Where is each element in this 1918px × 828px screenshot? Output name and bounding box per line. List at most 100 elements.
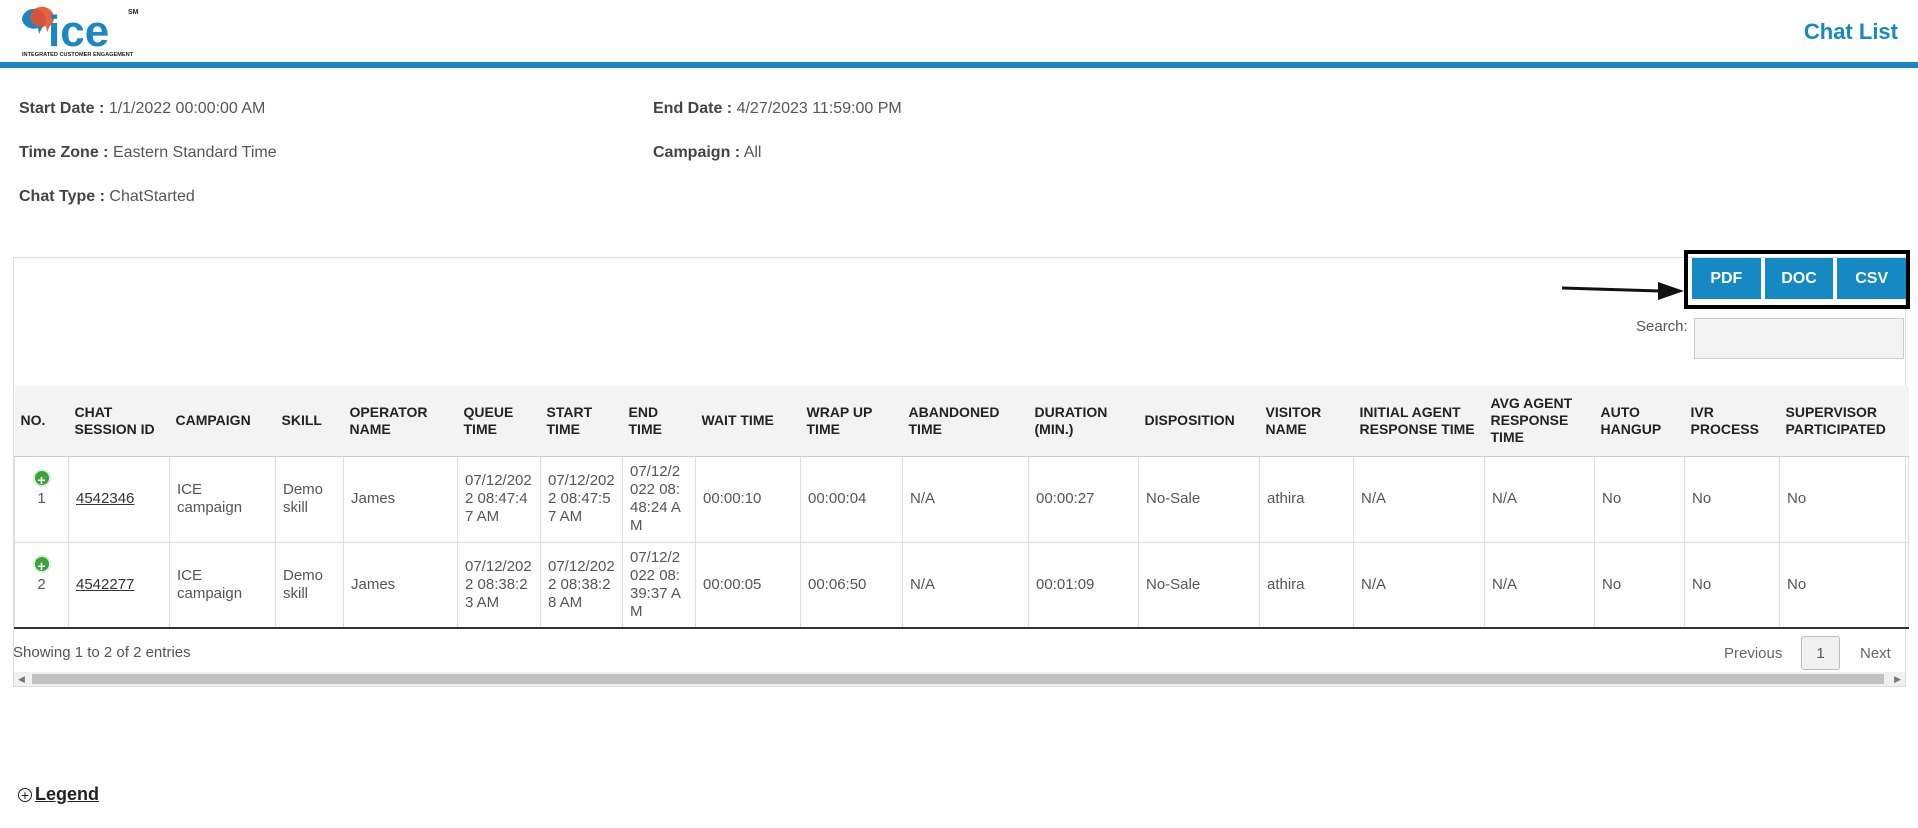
search-label: Search: (1636, 318, 1688, 335)
col-end-time[interactable]: END TIME (622, 386, 696, 457)
legend-toggle[interactable]: + Legend (18, 784, 99, 805)
logo-sm: SM (128, 9, 139, 16)
horizontal-scrollbar[interactable]: ◀ ▶ (14, 672, 1905, 686)
cell-chat-session-id: 4542277 (68, 541, 170, 629)
start-date: Start Date : 1/1/2022 00:00:00 AM (19, 100, 265, 118)
logo-wordmark: ice (48, 7, 109, 56)
cell-disposition: No-Sale (1138, 455, 1260, 543)
pdf-button[interactable]: PDF (1692, 258, 1761, 299)
arrow-right-icon (1561, 282, 1684, 300)
cell-operator-name: James (343, 455, 458, 543)
scroll-right-icon[interactable]: ▶ (1894, 674, 1901, 684)
col-chat-session-id[interactable]: CHAT SESSION ID (68, 386, 170, 457)
col-start-time[interactable]: START TIME (540, 386, 623, 457)
cell-chat-session-id: 4542346 (68, 455, 170, 543)
campaign-value: All (743, 144, 762, 161)
cell-initial-agent-response-time: N/A (1353, 455, 1485, 543)
cell-ivr-process: No (1684, 455, 1780, 543)
col-operator-name[interactable]: OPERATOR NAME (343, 386, 458, 457)
cell-wait-time: 00:00:10 (695, 455, 801, 543)
start-date-label: Start Date : (19, 100, 105, 117)
cell-start-time: 07/12/2022 08:38:28 AM (540, 541, 623, 629)
cell-duration: 00:00:27 (1028, 455, 1139, 543)
end-date: End Date : 4/27/2023 11:59:00 PM (653, 100, 902, 118)
csv-button[interactable]: CSV (1837, 258, 1907, 299)
table-row: + 2 4542277 ICE campaign Demo skill Jame… (14, 541, 1909, 629)
ice-logo: ice SM INTEGRATED CUSTOMER ENGAGEMENT (21, 6, 139, 58)
page-title: Chat List (1803, 19, 1898, 44)
header: ice SM INTEGRATED CUSTOMER ENGAGEMENT Ch… (0, 0, 1918, 62)
plus-circle-icon[interactable]: + (32, 468, 51, 488)
end-date-value: 4/27/2023 11:59:00 PM (736, 100, 902, 117)
col-wait-time[interactable]: WAIT TIME (695, 386, 801, 457)
page-1-button[interactable]: 1 (1801, 636, 1840, 670)
time-zone-label: Time Zone : (19, 144, 109, 161)
cell-operator-name: James (343, 541, 458, 629)
cell-end-time: 07/12/2022 08:48:24 AM (622, 455, 696, 543)
chat-session-link[interactable]: 4542346 (76, 490, 135, 507)
campaign-label: Campaign : (653, 144, 741, 161)
row-number: 2 (37, 575, 46, 593)
col-initial-agent-response-time[interactable]: INITIAL AGENT RESPONSE TIME (1353, 386, 1485, 457)
cell-ivr-process: No (1684, 541, 1780, 629)
circle-plus-icon: + (18, 787, 32, 802)
cell-no: + 2 (14, 541, 69, 629)
chat-table: NO. CHAT SESSION ID CAMPAIGN SKILL OPERA… (14, 386, 1909, 629)
table-row: + 1 4542346 ICE campaign Demo skill Jame… (14, 455, 1909, 543)
cell-campaign: ICE campaign (169, 455, 276, 543)
end-date-label: End Date : (653, 100, 733, 117)
cell-queue-time: 07/12/2022 08:47:47 AM (457, 455, 541, 543)
cell-duration: 00:01:09 (1028, 541, 1139, 629)
chat-type-value: ChatStarted (109, 188, 195, 205)
cell-wrap-up-time: 00:06:50 (800, 541, 903, 629)
chat-type-label: Chat Type : (19, 188, 105, 205)
export-buttons: PDF DOC CSV (1684, 250, 1910, 309)
cell-abandoned-time: N/A (902, 541, 1029, 629)
col-skill[interactable]: SKILL (275, 386, 344, 457)
legend-label: Legend (35, 784, 100, 804)
cell-no: + 1 (14, 455, 69, 543)
cell-visitor-name: athira (1259, 455, 1354, 543)
scrollbar-thumb[interactable] (32, 674, 1884, 684)
cell-avg-agent-response-time: N/A (1484, 455, 1595, 543)
chat-type: Chat Type : ChatStarted (19, 188, 195, 206)
cell-wait-time: 00:00:05 (695, 541, 801, 629)
col-wrap-up-time[interactable]: WRAP UP TIME (800, 386, 903, 457)
cell-initial-agent-response-time: N/A (1353, 541, 1485, 629)
cell-queue-time: 07/12/2022 08:38:23 AM (457, 541, 541, 629)
table-header-row: NO. CHAT SESSION ID CAMPAIGN SKILL OPERA… (14, 386, 1909, 457)
col-no[interactable]: NO. (14, 386, 69, 457)
cell-start-time: 07/12/2022 08:47:57 AM (540, 455, 623, 543)
cell-visitor-name: athira (1259, 541, 1354, 629)
col-duration[interactable]: DURATION (MIN.) (1028, 386, 1139, 457)
logo-subtitle: INTEGRATED CUSTOMER ENGAGEMENT (22, 52, 134, 58)
col-abandoned-time[interactable]: ABANDONED TIME (902, 386, 1029, 457)
plus-circle-icon[interactable]: + (32, 554, 51, 574)
previous-button[interactable]: Previous (1724, 645, 1783, 662)
col-auto-hangup[interactable]: AUTO HANGUP (1594, 386, 1685, 457)
time-zone-value: Eastern Standard Time (112, 144, 277, 161)
col-ivr-process[interactable]: IVR PROCESS (1684, 386, 1780, 457)
row-number: 1 (37, 489, 46, 507)
cell-avg-agent-response-time: N/A (1484, 541, 1595, 629)
cell-disposition: No-Sale (1138, 541, 1260, 629)
cell-abandoned-time: N/A (902, 455, 1029, 543)
col-avg-agent-response-time[interactable]: AVG AGENT RESPONSE TIME (1484, 386, 1595, 457)
time-zone: Time Zone : Eastern Standard Time (19, 144, 277, 162)
col-disposition[interactable]: DISPOSITION (1138, 386, 1260, 457)
cell-end-time: 07/12/2022 08:39:37 AM (622, 541, 696, 629)
cell-supervisor-participated: No (1779, 541, 1909, 629)
doc-button[interactable]: DOC (1764, 258, 1834, 299)
chat-session-link[interactable]: 4542277 (76, 575, 135, 593)
scroll-left-icon[interactable]: ◀ (18, 674, 25, 684)
col-campaign[interactable]: CAMPAIGN (169, 386, 276, 457)
cell-supervisor-participated: No (1779, 455, 1909, 543)
entries-info: Showing 1 to 2 of 2 entries (13, 644, 191, 661)
col-queue-time[interactable]: QUEUE TIME (457, 386, 541, 457)
cell-skill: Demo skill (275, 541, 344, 629)
search-input[interactable] (1694, 318, 1904, 359)
col-supervisor-participated[interactable]: SUPERVISOR PARTICIPATED (1779, 386, 1909, 457)
col-visitor-name[interactable]: VISITOR NAME (1259, 386, 1354, 457)
start-date-value: 1/1/2022 00:00:00 AM (108, 100, 266, 117)
next-button[interactable]: Next (1860, 645, 1891, 662)
